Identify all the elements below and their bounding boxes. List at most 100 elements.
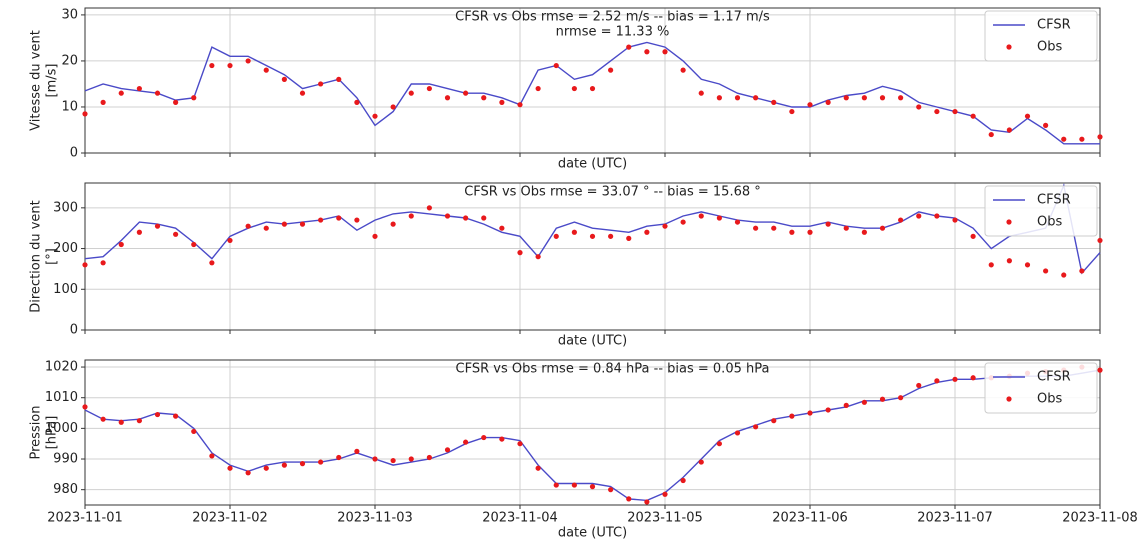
obs-point bbox=[426, 205, 432, 211]
obs-point bbox=[100, 260, 106, 266]
x-axis-label: date (UTC) bbox=[558, 334, 627, 349]
y-tick-label: 990 bbox=[53, 452, 78, 467]
obs-point bbox=[843, 225, 849, 231]
obs-point bbox=[245, 470, 251, 476]
legend-swatch bbox=[1006, 219, 1012, 225]
obs-point bbox=[1006, 258, 1012, 264]
obs-point bbox=[535, 254, 541, 260]
obs-point bbox=[1024, 113, 1031, 119]
obs-point bbox=[734, 430, 741, 436]
obs-point bbox=[372, 233, 378, 239]
obs-point bbox=[898, 95, 904, 101]
obs-point bbox=[463, 215, 469, 221]
obs-point bbox=[499, 99, 505, 105]
obs-point bbox=[426, 85, 432, 92]
obs-point bbox=[644, 499, 650, 505]
obs-point bbox=[209, 260, 215, 266]
obs-point bbox=[662, 491, 668, 497]
obs-point bbox=[82, 111, 88, 117]
obs-point bbox=[1061, 136, 1067, 142]
obs-point bbox=[861, 399, 867, 405]
obs-point bbox=[608, 67, 614, 73]
obs-point bbox=[299, 461, 306, 467]
x-axis-label: date (UTC) bbox=[558, 157, 627, 172]
obs-point bbox=[100, 99, 106, 105]
legend-label: Obs bbox=[1037, 392, 1062, 407]
obs-point bbox=[734, 95, 741, 101]
obs-point bbox=[408, 90, 414, 96]
obs-point bbox=[517, 102, 523, 108]
obs-point bbox=[517, 441, 523, 447]
obs-point bbox=[318, 81, 324, 87]
legend-label: CFSR bbox=[1037, 370, 1071, 385]
obs-point bbox=[281, 462, 287, 468]
obs-point bbox=[82, 262, 88, 268]
obs-point bbox=[173, 231, 179, 237]
obs-point bbox=[100, 416, 106, 422]
obs-point bbox=[626, 44, 632, 50]
y-tick-label: 1010 bbox=[45, 390, 78, 405]
obs-point bbox=[354, 217, 360, 223]
obs-point bbox=[843, 95, 849, 101]
obs-point bbox=[481, 215, 487, 221]
plot-background bbox=[85, 8, 1100, 153]
obs-point bbox=[825, 221, 831, 227]
obs-point bbox=[481, 95, 487, 101]
obs-point bbox=[644, 229, 650, 235]
obs-point bbox=[136, 418, 142, 424]
obs-point bbox=[372, 456, 378, 462]
obs-point bbox=[970, 113, 976, 119]
x-axis-label: date (UTC) bbox=[558, 526, 627, 541]
obs-point bbox=[191, 95, 197, 101]
y-tick-label: 10 bbox=[61, 99, 78, 114]
obs-point bbox=[734, 219, 741, 225]
obs-point bbox=[571, 482, 577, 488]
subplot: 980 990 1000 1010 1020 2023-11-01 2023-11-02 20… bbox=[29, 359, 1138, 541]
obs-point bbox=[390, 457, 396, 464]
obs-point bbox=[154, 411, 161, 418]
panel-title: CFSR vs Obs rmse = 33.07 ° -- bias = 15.… bbox=[464, 185, 761, 200]
obs-point bbox=[589, 484, 596, 490]
y-axis-label: Direction du vent bbox=[29, 200, 44, 313]
x-tick-label: 2023-11-07 bbox=[917, 511, 993, 526]
obs-point bbox=[1097, 134, 1103, 140]
obs-point bbox=[1043, 268, 1049, 274]
obs-point bbox=[463, 90, 469, 96]
series-line bbox=[84, 41, 1100, 145]
obs-point bbox=[354, 99, 360, 105]
obs-point bbox=[970, 233, 976, 239]
plot-frame bbox=[84, 7, 1101, 154]
obs-point bbox=[553, 62, 559, 69]
x-tick-label: 2023-11-03 bbox=[337, 511, 413, 526]
obs-point bbox=[245, 58, 251, 64]
obs-point bbox=[227, 62, 233, 69]
x-tick-label: 2023-11-04 bbox=[482, 511, 558, 526]
legend-label: Obs bbox=[1037, 40, 1062, 55]
obs-point bbox=[698, 213, 704, 219]
obs-point bbox=[553, 482, 559, 488]
obs-point bbox=[879, 225, 886, 231]
obs-point bbox=[227, 237, 233, 244]
y-axis-label: [°] bbox=[45, 248, 60, 265]
obs-point bbox=[118, 419, 124, 425]
obs-point bbox=[698, 90, 704, 96]
obs-point bbox=[191, 428, 197, 435]
obs-point bbox=[970, 375, 976, 381]
obs-point bbox=[916, 382, 922, 389]
obs-point bbox=[589, 233, 596, 239]
obs-point bbox=[753, 424, 759, 430]
obs-point bbox=[861, 229, 867, 235]
obs-point bbox=[898, 217, 904, 223]
obs-point bbox=[299, 90, 306, 96]
obs-point bbox=[608, 487, 614, 493]
obs-point bbox=[444, 213, 451, 219]
obs-point bbox=[662, 49, 668, 55]
obs-point bbox=[807, 229, 813, 235]
obs-point bbox=[426, 454, 432, 461]
series-line bbox=[84, 369, 1101, 502]
obs-point bbox=[499, 225, 505, 231]
obs-point bbox=[154, 90, 161, 96]
y-tick-label: 100 bbox=[53, 282, 78, 297]
y-tick-label: 0 bbox=[70, 146, 78, 161]
